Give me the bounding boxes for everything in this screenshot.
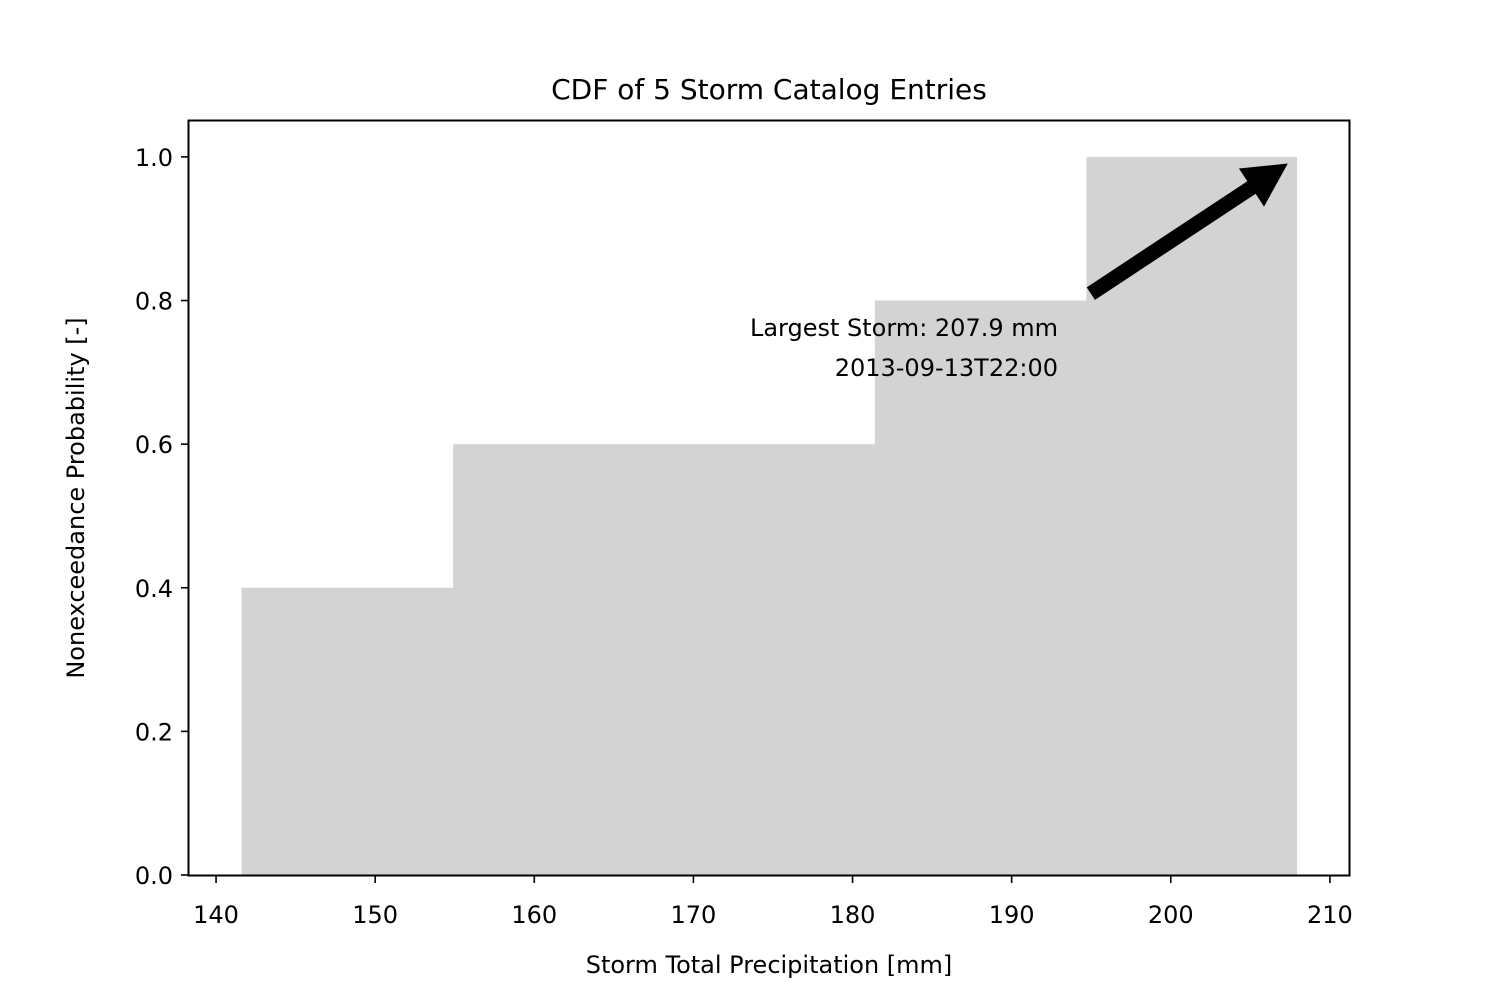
annotation-line-2: 2013-09-13T22:00 bbox=[835, 354, 1058, 382]
annotation-group: Largest Storm: 207.9 mm 2013-09-13T22:00 bbox=[750, 163, 1288, 382]
x-tick-label: 160 bbox=[511, 901, 557, 929]
x-tick-label: 150 bbox=[352, 901, 398, 929]
bar-3 bbox=[663, 444, 876, 875]
y-axis-label: Nonexceedance Probability [-] bbox=[62, 317, 90, 678]
plot-frame bbox=[187, 119, 1351, 877]
bar-2 bbox=[453, 444, 664, 875]
x-axis-label: Storm Total Precipitation [mm] bbox=[586, 951, 953, 979]
y-tick-label: 0.6 bbox=[135, 431, 173, 459]
y-tick-label: 0.8 bbox=[135, 288, 173, 316]
chart-title: CDF of 5 Storm Catalog Entries bbox=[551, 73, 987, 106]
annotation-arrow bbox=[1086, 163, 1288, 300]
y-tick-label: 0.4 bbox=[135, 575, 173, 603]
x-axis: 140 150 160 170 180 190 200 210 bbox=[193, 875, 1353, 929]
x-tick-label: 180 bbox=[830, 901, 876, 929]
x-tick-label: 210 bbox=[1307, 901, 1353, 929]
x-tick-label: 170 bbox=[671, 901, 717, 929]
annotation-line-1: Largest Storm: 207.9 mm bbox=[750, 314, 1058, 342]
bar-5 bbox=[1086, 156, 1298, 875]
y-tick-label: 0.2 bbox=[135, 718, 173, 746]
bar-4 bbox=[874, 300, 1088, 875]
bar-1 bbox=[241, 587, 454, 875]
y-tick-label: 0.0 bbox=[135, 862, 173, 890]
y-axis: 0.0 0.2 0.4 0.6 0.8 1.0 bbox=[135, 144, 189, 890]
bar-group bbox=[241, 156, 1298, 875]
x-tick-label: 140 bbox=[193, 901, 239, 929]
x-tick-label: 190 bbox=[989, 901, 1035, 929]
x-tick-label: 200 bbox=[1148, 901, 1194, 929]
y-tick-label: 1.0 bbox=[135, 144, 173, 172]
